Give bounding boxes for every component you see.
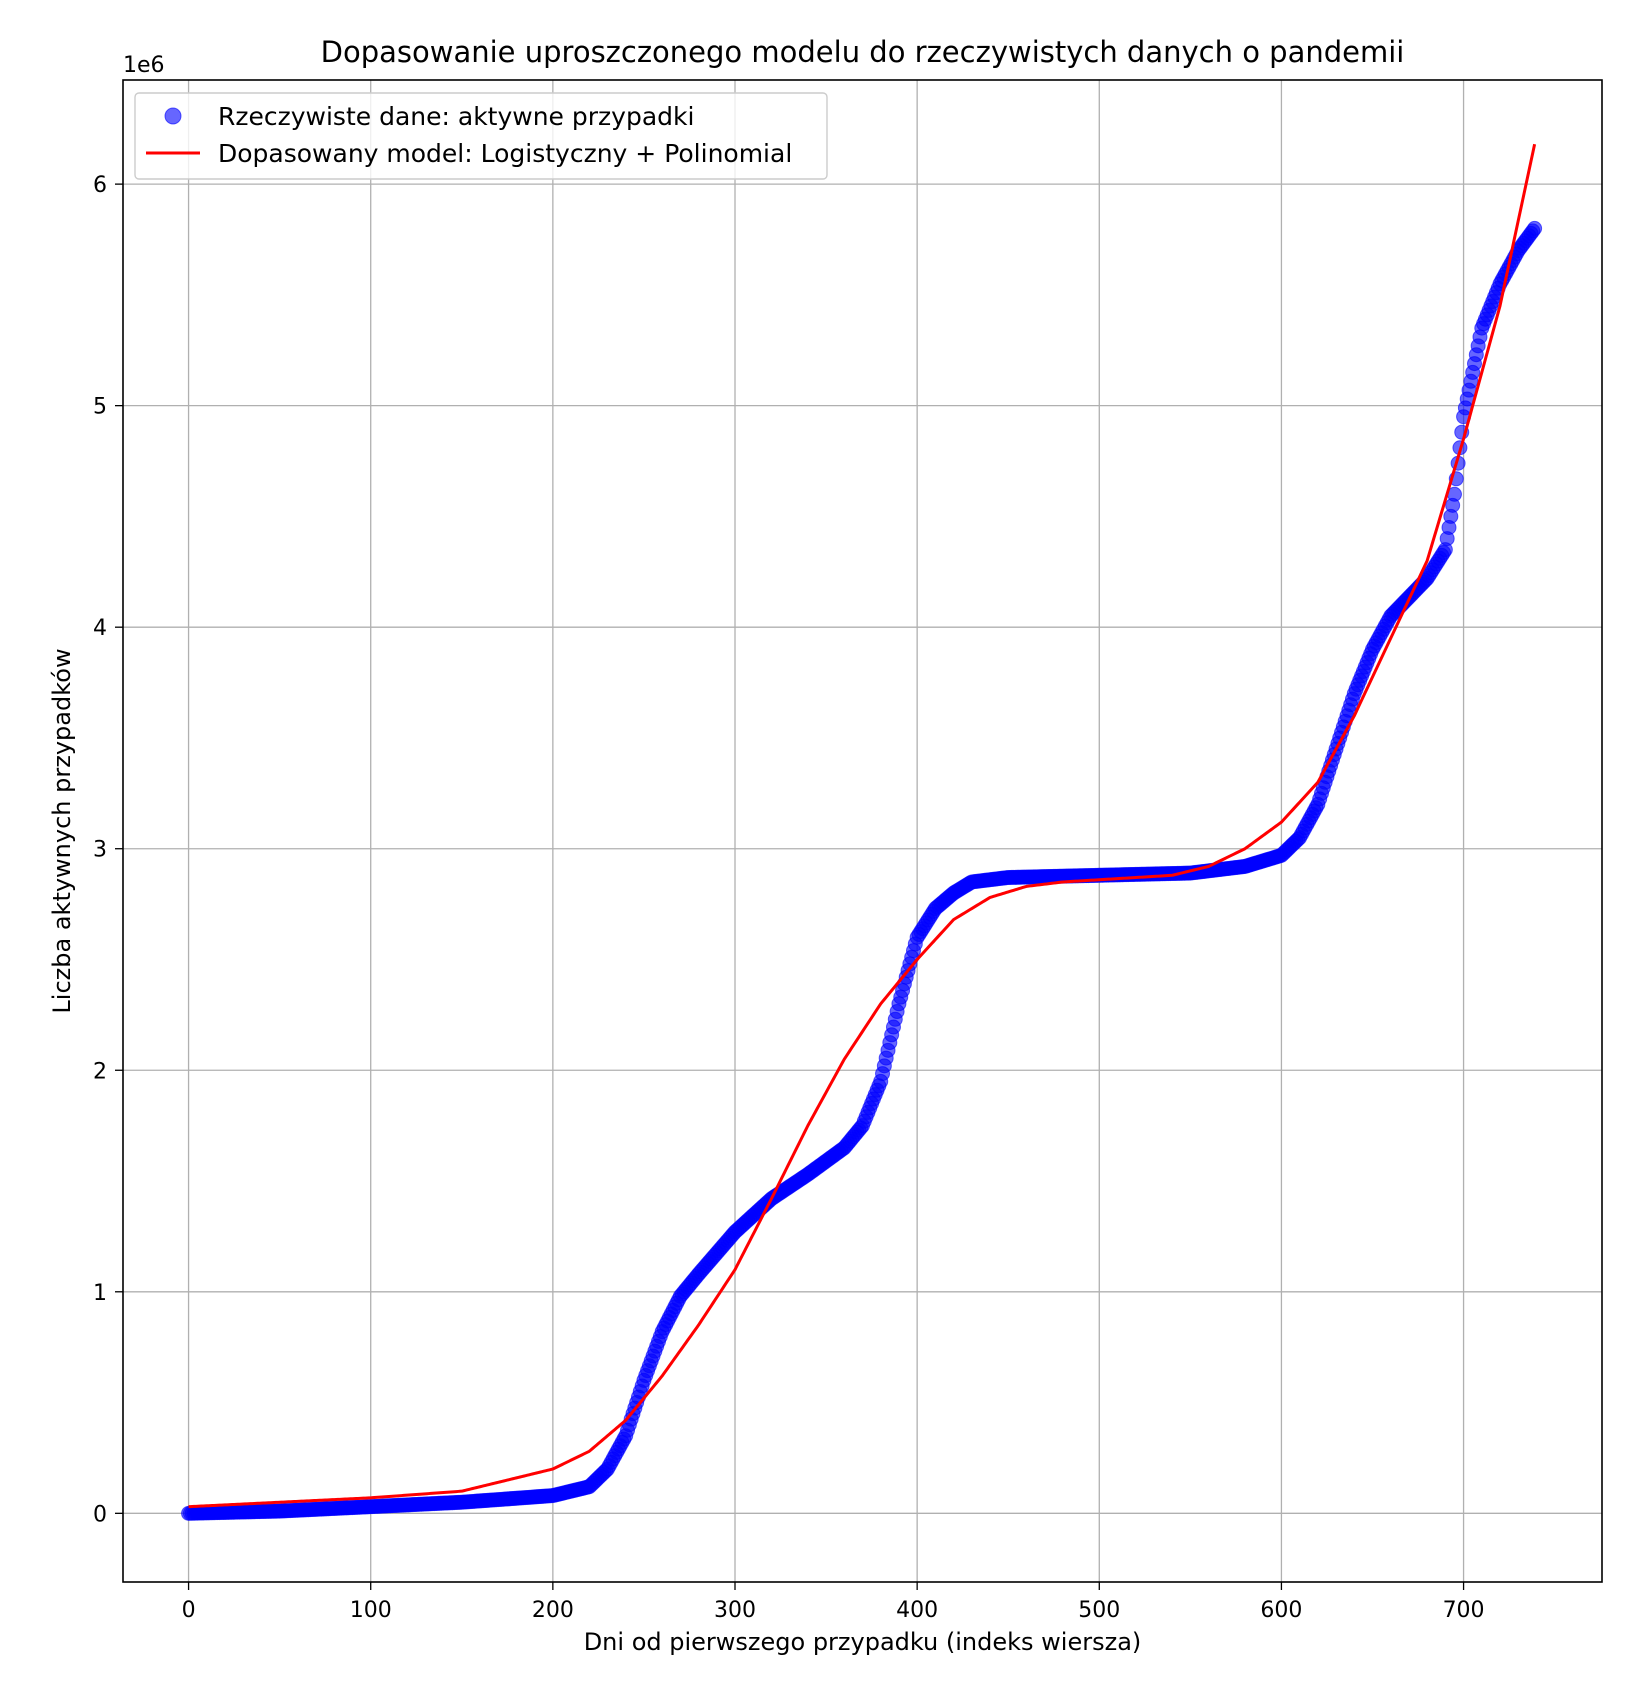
- x-tick-label: 100: [350, 1598, 392, 1623]
- y-tick-label: 6: [93, 173, 107, 198]
- x-tick-label: 200: [532, 1598, 574, 1623]
- plot-frame: [122, 79, 1603, 1583]
- x-tick-label: 0: [182, 1598, 196, 1623]
- y-tick-label: 3: [93, 838, 107, 863]
- y-tick-label: 5: [93, 395, 107, 420]
- x-tick-label: 700: [1443, 1598, 1485, 1623]
- y-tick-label: 1: [93, 1281, 107, 1306]
- x-tick-label: 300: [714, 1598, 756, 1623]
- chart-title: Dopasowanie uproszczonego modelu do rzec…: [321, 35, 1405, 69]
- legend-box: [134, 92, 828, 180]
- legend-scatter-marker: [164, 107, 182, 125]
- model-line: [188, 143, 1537, 1509]
- legend-label-line: Dopasowany model: Logistyczny + Polinomi…: [218, 139, 792, 168]
- x-tick-label: 600: [1260, 1598, 1302, 1623]
- plot-data: [181, 143, 1543, 1521]
- y-axis-label: Liczba aktywnych przypadków: [48, 648, 76, 1013]
- y-axis-offset-label: 1e6: [123, 53, 165, 78]
- scatter-series: [181, 220, 1543, 1521]
- x-tick-label: 500: [1078, 1598, 1120, 1623]
- y-tick-label: 0: [93, 1502, 107, 1527]
- x-axis-label: Dni od pierwszego przypadku (indeks wier…: [584, 1628, 1142, 1656]
- y-tick-label: 2: [93, 1059, 107, 1084]
- legend-label-scatter: Rzeczywiste dane: aktywne przypadki: [218, 102, 694, 131]
- axis-ticks: 0 100 200 300 400 500 600 700 0 1 2 3 4 5 6: [93, 173, 1485, 1623]
- legend: Rzeczywiste dane: aktywne przypadki Dopa…: [134, 92, 828, 180]
- scatter-point: [1527, 220, 1543, 236]
- x-tick-label: 400: [896, 1598, 938, 1623]
- y-tick-label: 4: [93, 616, 107, 641]
